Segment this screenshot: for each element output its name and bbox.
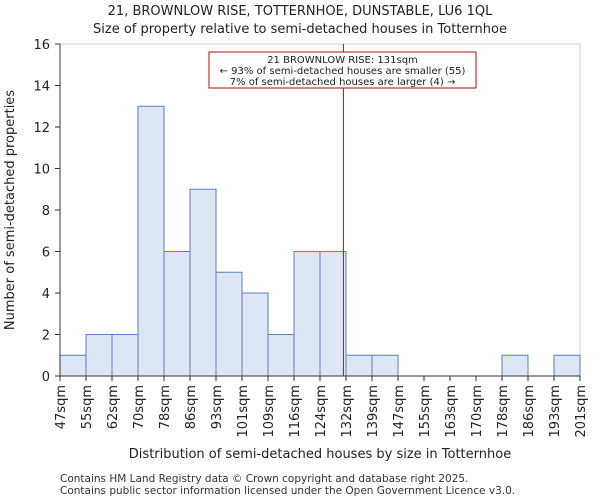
- y-tick-label: 10: [33, 163, 50, 178]
- y-tick-label: 4: [42, 287, 50, 302]
- x-tick-label: 86sqm: [184, 385, 199, 429]
- annotation-line-1: 21 BROWNLOW RISE: 131sqm: [267, 55, 418, 66]
- x-tick-label: 186sqm: [522, 385, 537, 438]
- bar-132sqm: [345, 354, 373, 377]
- x-tick-label: 78sqm: [158, 385, 173, 429]
- footer-line-2: Contains public sector information licen…: [60, 485, 516, 497]
- x-tick-label: 101sqm: [236, 385, 251, 438]
- x-tick-label: 178sqm: [496, 385, 511, 438]
- bar-101sqm: [241, 292, 269, 377]
- bar-178sqm: [501, 354, 529, 377]
- x-tick-label: 147sqm: [392, 385, 407, 438]
- annotation-line-3: 7% of semi-detached houses are larger (4…: [230, 77, 456, 88]
- x-tick-label: 93sqm: [210, 385, 225, 429]
- bar-116sqm: [293, 251, 321, 377]
- bar-78sqm: [163, 251, 191, 377]
- bar-86sqm: [189, 188, 217, 377]
- y-tick-label: 6: [42, 246, 50, 261]
- bar-55sqm: [85, 334, 113, 377]
- bar-109sqm: [267, 334, 295, 377]
- y-tick-label: 8: [42, 204, 50, 219]
- x-tick-label: 116sqm: [288, 385, 303, 438]
- x-tick-label: 132sqm: [340, 385, 355, 438]
- x-tick-label: 201sqm: [574, 385, 589, 438]
- bar-193sqm: [553, 354, 581, 377]
- y-tick-label: 12: [33, 121, 50, 136]
- bar-70sqm: [137, 105, 165, 377]
- x-tick-label: 55sqm: [80, 385, 95, 429]
- x-tick-label: 155sqm: [418, 385, 433, 438]
- bar-139sqm: [371, 354, 399, 377]
- x-tick-label: 163sqm: [444, 385, 459, 438]
- x-tick-label: 47sqm: [54, 385, 69, 429]
- x-tick-label: 193sqm: [548, 385, 563, 438]
- bar-93sqm: [215, 271, 243, 377]
- bar-124sqm: [319, 251, 347, 377]
- chart-title: 21, BROWNLOW RISE, TOTTERNHOE, DUNSTABLE…: [107, 4, 493, 19]
- annotation-box: [208, 51, 477, 89]
- x-tick-label: 170sqm: [470, 385, 485, 438]
- y-tick-label: 16: [33, 38, 50, 53]
- marker-annotation: 21 BROWNLOW RISE: 131sqm← 93% of semi-de…: [208, 51, 477, 89]
- x-tick-label: 124sqm: [314, 385, 329, 438]
- annotation-line-2: ← 93% of semi-detached houses are smalle…: [220, 66, 466, 77]
- y-tick-label: 2: [42, 329, 50, 344]
- y-axis-label: Number of semi-detached properties: [3, 90, 18, 330]
- x-tick-label: 139sqm: [366, 385, 381, 438]
- x-tick-label: 70sqm: [132, 385, 147, 429]
- footer-line-1: Contains HM Land Registry data © Crown c…: [60, 473, 469, 485]
- x-axis-label: Distribution of semi-detached houses by …: [129, 447, 511, 462]
- x-tick-label: 109sqm: [262, 385, 277, 438]
- bar-47sqm: [59, 354, 87, 377]
- bar-62sqm: [111, 334, 139, 377]
- y-tick-label: 0: [42, 370, 50, 385]
- chart-subtitle: Size of property relative to semi-detach…: [93, 22, 507, 37]
- x-tick-label: 62sqm: [106, 385, 121, 429]
- y-tick-label: 14: [33, 80, 50, 95]
